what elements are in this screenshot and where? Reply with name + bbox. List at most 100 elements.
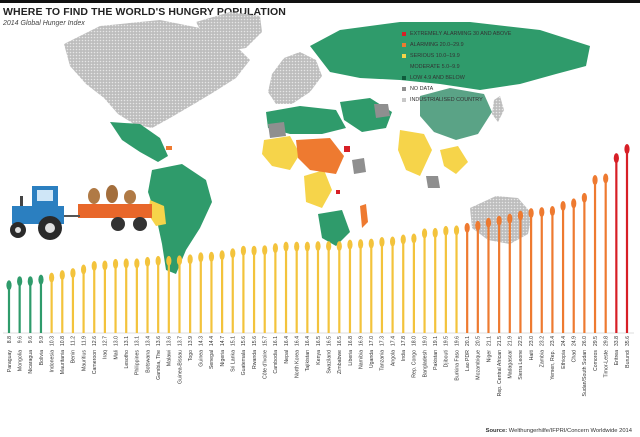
- burundi-region: [336, 190, 340, 194]
- bar-head-23: [251, 245, 257, 256]
- value-label-29: 16.5: [316, 336, 322, 346]
- legend-swatch: [402, 53, 406, 58]
- bar-28: [306, 249, 309, 333]
- bar-6: [71, 276, 75, 333]
- bar-22: [242, 253, 245, 333]
- no-data-region-4: [426, 176, 440, 188]
- value-label-6: 11.2: [71, 336, 77, 346]
- category-label-27: North Korea: [294, 350, 300, 378]
- bar-0: [7, 288, 11, 333]
- source-prefix: Source:: [485, 428, 508, 434]
- category-label-21: Sri Lanka: [231, 350, 237, 372]
- category-label-12: Philippines: [135, 350, 141, 375]
- category-label-51: Yemen, Rep.: [550, 350, 556, 380]
- value-label-21: 15.1: [231, 336, 237, 346]
- sack-2: [106, 185, 118, 203]
- bar-head-34: [368, 238, 374, 249]
- category-label-43: Lao PDR: [465, 350, 471, 371]
- bar-17: [189, 262, 192, 333]
- bar-head-2: [27, 276, 33, 287]
- legend-label: INDUSTRIALISED COUNTRY: [410, 96, 483, 103]
- category-label-6: Benin: [71, 350, 77, 363]
- category-label-57: Eritrea: [614, 350, 620, 365]
- greenland-region: [196, 12, 262, 52]
- bar-20: [221, 258, 224, 333]
- southern-africa-region: [318, 210, 350, 246]
- north-africa-region: [266, 106, 346, 134]
- labels-group: 8.8 Paraguay 9.6 Mongolia 9.6 Nicaragua 9.9 Bol…: [7, 336, 631, 397]
- value-label-15: 13.6: [167, 336, 173, 346]
- sack-3: [124, 190, 136, 204]
- value-label-26: 16.4: [284, 336, 290, 346]
- value-label-54: 26.0: [582, 336, 588, 346]
- bar-34: [370, 246, 373, 333]
- value-label-49: 23.0: [529, 336, 535, 346]
- value-label-58: 35.6: [625, 336, 631, 346]
- bar-36: [391, 244, 394, 333]
- value-label-1: 9.6: [17, 336, 23, 343]
- legend-item-low: LOW 4.9 AND BELOW: [402, 72, 552, 83]
- bar-4: [50, 280, 53, 333]
- europe-region: [268, 52, 322, 104]
- bar-8: [93, 268, 96, 333]
- bar-7: [82, 272, 85, 333]
- value-label-23: 15.6: [252, 336, 258, 346]
- bar-12: [135, 266, 138, 333]
- value-label-14: 13.6: [156, 336, 162, 346]
- value-label-22: 15.6: [241, 336, 247, 346]
- legend-item-alarming: ALARMING 20.0–29.9: [402, 39, 552, 50]
- bar-head-36: [389, 236, 396, 247]
- category-label-55: Comoros: [593, 350, 599, 371]
- value-label-31: 16.5: [337, 336, 343, 346]
- legend-swatch: [402, 42, 406, 47]
- bar-15: [167, 263, 170, 333]
- legend-item-no-data: NO DATA: [402, 83, 552, 94]
- value-label-42: 19.6: [454, 336, 460, 346]
- value-label-0: 8.8: [7, 336, 13, 343]
- madagascar-region: [360, 204, 368, 228]
- category-label-13: Botswana: [145, 350, 151, 373]
- bar-27: [295, 249, 298, 333]
- bar-head-39: [421, 228, 428, 239]
- bar-head-56: [603, 173, 609, 184]
- value-label-19: 14.4: [209, 336, 215, 346]
- bar-47: [508, 221, 511, 333]
- bar-head-45: [485, 217, 492, 228]
- legend-label: NO DATA: [410, 85, 434, 92]
- value-label-39: 19.0: [422, 336, 428, 346]
- category-label-50: Zambia: [540, 350, 546, 367]
- bar-head-54: [581, 192, 587, 203]
- bar-1: [18, 284, 21, 333]
- bar-54: [583, 200, 586, 333]
- bar-40: [434, 235, 437, 333]
- bar-5: [61, 278, 64, 333]
- tractor-illustration: [10, 185, 152, 240]
- value-label-28: 16.4: [305, 336, 311, 346]
- value-label-25: 16.1: [273, 336, 279, 346]
- bar-43: [466, 230, 469, 333]
- bar-head-31: [336, 241, 342, 252]
- category-label-34: Uganda: [369, 350, 375, 368]
- central-africa-region: [304, 170, 332, 208]
- bar-head-6: [70, 268, 76, 279]
- legend-swatch: [402, 97, 406, 102]
- category-label-35: Tanzania: [380, 350, 386, 371]
- category-label-42: Burkina Faso: [454, 350, 460, 381]
- bar-56: [604, 181, 607, 333]
- category-label-25: Cambodia: [273, 350, 279, 374]
- category-label-53: Chad: [572, 350, 578, 363]
- value-label-13: 13.4: [145, 336, 151, 346]
- value-label-12: 13.1: [135, 336, 141, 346]
- bar-head-7: [80, 264, 87, 275]
- value-label-11: 13.1: [124, 336, 130, 346]
- bar-head-55: [592, 175, 598, 186]
- value-label-4: 10.3: [49, 336, 55, 346]
- bar-head-0: [6, 280, 12, 291]
- bar-32: [348, 247, 352, 333]
- value-label-52: 24.4: [561, 336, 567, 346]
- category-label-14: Gambia, The: [156, 350, 162, 380]
- value-label-45: 21.1: [486, 336, 492, 346]
- bar-44: [476, 228, 479, 333]
- bar-14: [157, 263, 160, 333]
